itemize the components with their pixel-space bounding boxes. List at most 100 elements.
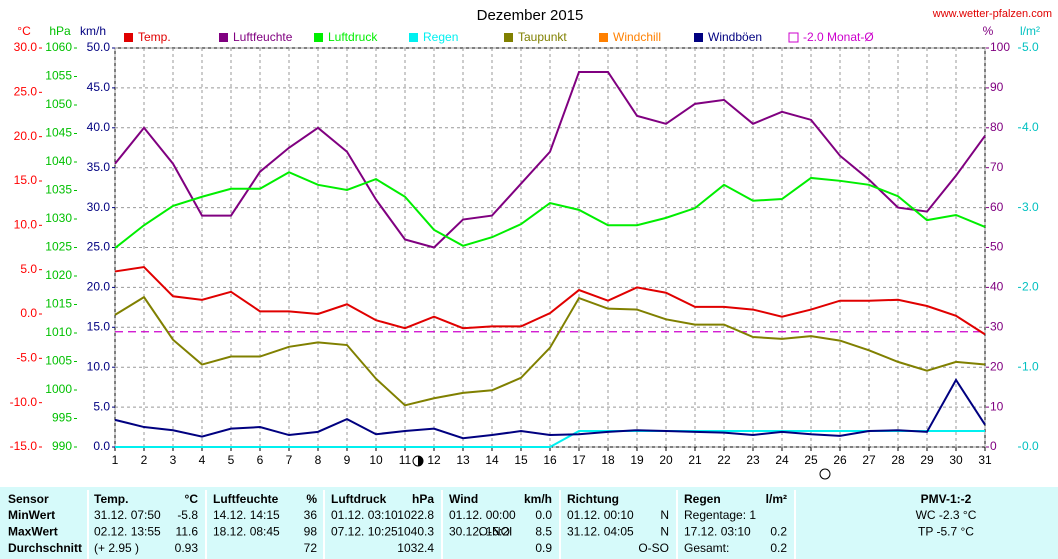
y-tick-label: 25.0 (14, 85, 38, 99)
table-cell: 0.2 (770, 541, 787, 555)
y-tick-label: 20.0 (87, 280, 111, 294)
x-tick-label: 24 (775, 453, 789, 467)
table-header: Wind (449, 492, 478, 506)
y-tick-label: -15.0 (10, 439, 38, 453)
x-tick-label: 2 (141, 453, 148, 467)
y-tick-label: 1005 (45, 354, 72, 368)
table-cell: 02.12. 13:55 (94, 525, 161, 539)
table-cell: 36 (304, 508, 318, 522)
x-tick-label: 1 (112, 453, 119, 467)
x-tick-label: 4 (199, 453, 206, 467)
table-cell: 0.93 (175, 541, 199, 555)
table-cell: O-SO (638, 541, 669, 555)
series-line (114, 70, 986, 249)
y-tick-label: 20 (990, 359, 1004, 373)
y-tick-label: 995 (52, 411, 72, 425)
x-tick-label: 16 (543, 453, 557, 467)
legend-label: Regen (423, 30, 458, 44)
x-tick-label: 12 (427, 453, 441, 467)
table-cell: 1022.8 (397, 508, 434, 522)
source: www.wetter-pfalzen.com (932, 8, 1052, 20)
x-tick-label: 25 (804, 453, 818, 467)
x-tick-label: 18 (601, 453, 615, 467)
y-tick-label: 35.0 (87, 160, 111, 174)
y-tick-label: 1000 (45, 382, 72, 396)
table-cell: 11.6 (176, 525, 199, 539)
y-tick-label: 1030 (45, 211, 72, 225)
table-cell: 07.12. 10:25 (331, 525, 398, 539)
table-cell: N (660, 525, 669, 539)
series-line (114, 265, 986, 336)
table-cell: MinWert (8, 508, 55, 522)
moon-icons (412, 455, 831, 480)
y-tick-label: 5.0 (1022, 40, 1039, 54)
legend-label: Temp. (138, 30, 171, 44)
table-cell: 31.12. 07:50 (94, 508, 161, 522)
table-cell: 01.12. 00:10 (567, 508, 634, 522)
y-tick-label: -5.0 (16, 351, 37, 365)
table-cell: Regentage: 1 (684, 508, 756, 522)
x-tick-label: 29 (920, 453, 934, 467)
y-tick-label: 1.0 (1022, 359, 1039, 373)
y-tick-label: 1045 (45, 126, 72, 140)
table-header: hPa (412, 492, 434, 506)
y-tick-label: 5.0 (20, 262, 37, 276)
x-tick-label: 27 (862, 453, 876, 467)
y-tick-label: 4.0 (1022, 120, 1039, 134)
table-header: PMV-1:-2 (921, 492, 972, 506)
axis-unit: km/h (80, 24, 106, 38)
table-cell: 31.12. 04:05 (567, 525, 634, 539)
table-cell: 1032.4 (397, 541, 434, 555)
table-cell: Gesamt: (684, 541, 729, 555)
table-cell: MaxWert (8, 525, 58, 539)
table-cell: 98 (304, 525, 318, 539)
legend-swatch (124, 33, 133, 42)
table-cell: 01.12. 00:00 (449, 508, 516, 522)
y-tick-label: 40 (990, 280, 1004, 294)
x-tick-label: 22 (717, 453, 731, 467)
y-tick-label: 10.0 (14, 218, 38, 232)
y-tick-label: 40.0 (87, 120, 111, 134)
y-tick-label: 70 (990, 160, 1004, 174)
table-header: % (306, 492, 317, 506)
axis-unit: hPa (49, 24, 71, 38)
x-tick-label: 8 (315, 453, 322, 467)
legend-label: Luftdruck (328, 30, 378, 44)
y-tick-label: 0.0 (1022, 439, 1039, 453)
x-tick-label: 15 (514, 453, 528, 467)
table-cell: Durchschnitt (8, 541, 82, 555)
y-tick-label: 5.0 (93, 399, 110, 413)
series-line (114, 171, 986, 249)
x-tick-label: 23 (746, 453, 760, 467)
table-cell: 0.9 (535, 541, 552, 555)
table-header: Luftfeuchte (213, 492, 279, 506)
x-tick-label: 20 (659, 453, 673, 467)
table-cell: 1040.3 (397, 525, 434, 539)
stats-table: Sensor Temp. °C Luftfeuchte% Luftdruck hPa Win… (8, 490, 977, 559)
series-line (114, 295, 986, 407)
legend-label: Taupunkt (518, 30, 567, 44)
y-tick-label: 30 (990, 319, 1004, 333)
x-tick-label: 6 (257, 453, 264, 467)
series-line (115, 430, 985, 448)
table-cell: 18.12. 08:45 (213, 525, 280, 539)
table-cell: 72 (304, 541, 318, 555)
y-tick-label: -10.0 (10, 395, 38, 409)
chart-title: Dezember 2015 (477, 7, 584, 24)
table-header: Sensor (8, 492, 49, 506)
table-cell: O-NO (479, 525, 510, 539)
legend-swatch (599, 33, 608, 42)
y-tick-label: 60 (990, 200, 1004, 214)
table-cell: TP -5.7 °C (918, 525, 974, 539)
y-tick-label: 0.0 (93, 439, 110, 453)
x-tick-label: 10 (369, 453, 383, 467)
x-tick-label: 21 (688, 453, 702, 467)
y-tick-label: 2.0 (1022, 280, 1039, 294)
table-bg (0, 487, 1058, 559)
x-tick-label: 11 (399, 453, 412, 467)
x-tick-label: 7 (286, 453, 293, 467)
table-cell: WC -2.3 °C (916, 508, 977, 522)
legend-swatch (219, 33, 228, 42)
y-tick-label: 45.0 (87, 80, 111, 94)
x-tick-label: 19 (630, 453, 644, 467)
